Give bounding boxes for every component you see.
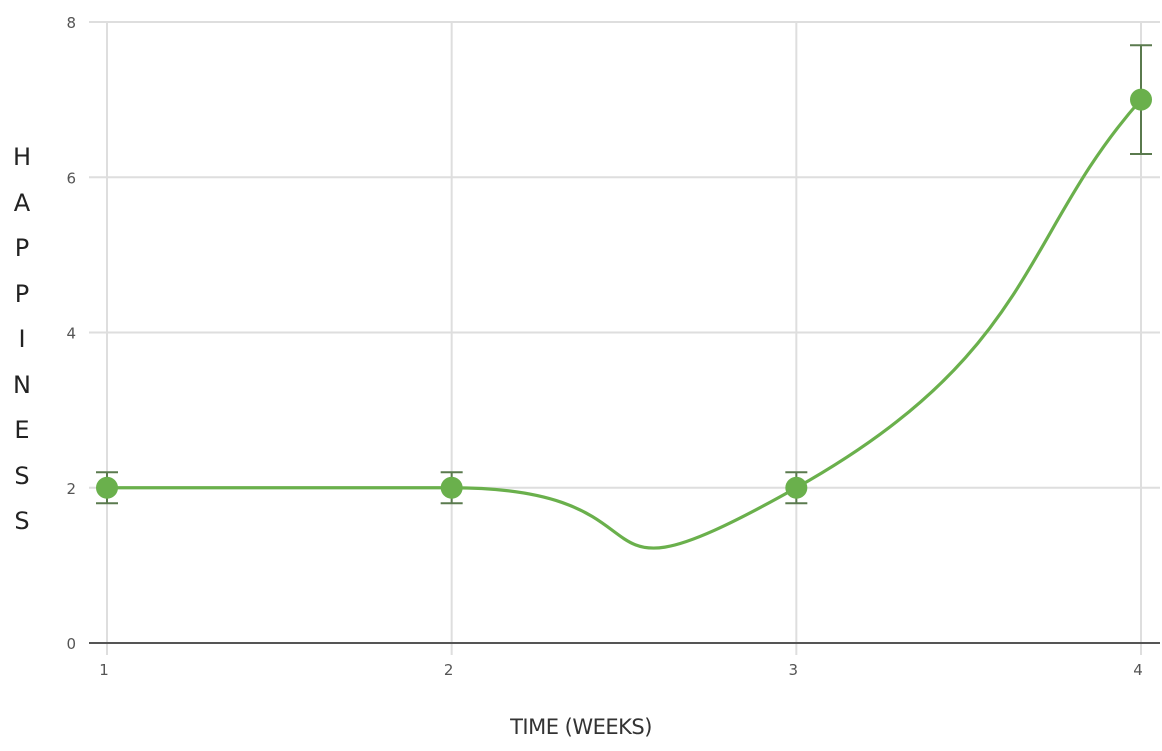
grid [89, 21, 1160, 655]
tick-labels: 0 2 4 6 8 1 2 3 4 [66, 14, 1142, 679]
data-point [440, 476, 463, 499]
data-point [96, 476, 118, 499]
series-group [96, 44, 1152, 550]
y-axis-label: H A P P I N E S S [12, 143, 32, 535]
y-tick-label: 2 [66, 480, 76, 498]
data-point [785, 476, 808, 499]
x-tick-label: 3 [789, 661, 799, 679]
data-point [1130, 88, 1152, 111]
y-tick-label: 6 [66, 169, 76, 187]
y-tick-label: 4 [66, 325, 76, 343]
y-tick-label: 8 [66, 14, 76, 32]
x-tick-label: 1 [99, 661, 109, 679]
x-tick-label: 4 [1133, 661, 1143, 679]
x-tick-label: 2 [444, 661, 454, 679]
series-line [107, 98, 1143, 550]
y-tick-label: 0 [66, 635, 76, 653]
x-axis-label: TIME (WEEKS) [510, 715, 652, 739]
